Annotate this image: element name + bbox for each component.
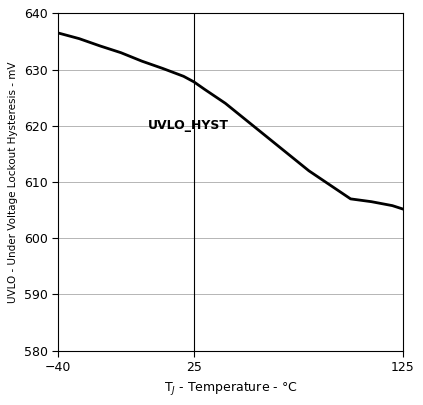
Text: UVLO_HYST: UVLO_HYST (148, 119, 229, 132)
X-axis label: T$_J$ - Temperature - $\degree$C: T$_J$ - Temperature - $\degree$C (164, 379, 297, 396)
Y-axis label: UVLO - Under Voltage Lockout Hysteresis - mV: UVLO - Under Voltage Lockout Hysteresis … (8, 61, 18, 303)
